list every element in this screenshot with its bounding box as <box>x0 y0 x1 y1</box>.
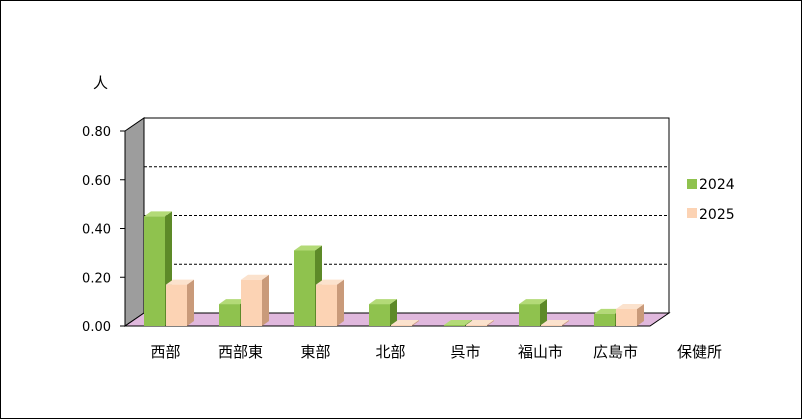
bar-front <box>444 325 465 326</box>
bar-top <box>541 320 569 325</box>
bar-top <box>519 299 547 305</box>
bar-2024-北部 <box>369 299 397 326</box>
bar-2025-呉市 <box>466 320 494 326</box>
side-wall <box>124 117 145 327</box>
y-tick-label: 0.00 <box>82 320 111 335</box>
x-tick-label: 西部東 <box>218 343 263 361</box>
bar-front <box>391 325 412 326</box>
bar-top <box>241 274 269 280</box>
y-tick-labels: 0.00 0.20 0.40 0.60 0.80 <box>82 125 126 335</box>
bar-2024-福山市 <box>519 299 547 326</box>
bar-2025-西部 <box>166 279 194 326</box>
bar-side <box>412 320 419 326</box>
bar-front <box>294 250 315 326</box>
bar-front <box>369 304 390 326</box>
bars <box>144 211 644 326</box>
bar-side <box>337 279 344 326</box>
bar-top <box>616 303 644 309</box>
bar-front <box>616 308 637 326</box>
bar-2025-東部 <box>316 279 344 326</box>
gridlines <box>144 166 669 265</box>
y-tick-label: 0.20 <box>82 271 111 286</box>
x-tick-labels: 西部 西部東 東部 北部 呉市 福山市 広島市 <box>150 343 638 361</box>
bar-top <box>391 320 419 325</box>
y-tick-label: 0.60 <box>82 174 111 189</box>
bar-top <box>444 320 472 325</box>
bar-top <box>466 320 494 325</box>
bar-front <box>241 279 262 326</box>
bar-side <box>390 299 397 326</box>
legend-label-2025: 2025 <box>699 207 735 223</box>
bar-2025-北部 <box>391 320 419 326</box>
bar-side <box>637 303 644 326</box>
x-axis-label: 保健所 <box>677 343 722 361</box>
x-tick-label: 呉市 <box>450 343 480 361</box>
y-tick-label: 0.80 <box>82 125 111 140</box>
legend-swatch-2025 <box>687 208 697 218</box>
legend-swatch-2024 <box>687 179 697 189</box>
bar-2025-西部東 <box>241 274 269 326</box>
bar-2025-広島市 <box>616 303 644 326</box>
bar-top <box>144 211 172 217</box>
bar-front <box>316 284 337 326</box>
bar-top <box>316 279 344 285</box>
bar-front <box>166 284 187 326</box>
bar-side <box>187 279 194 326</box>
bar-top <box>219 299 247 305</box>
x-tick-label: 北部 <box>375 343 405 361</box>
bar-front <box>466 325 487 326</box>
x-tick-label: 東部 <box>300 343 330 361</box>
y-axis-label: 人 <box>93 74 108 92</box>
bar-top <box>166 279 194 285</box>
bar-top <box>294 245 322 251</box>
bar-2025-福山市 <box>541 320 569 326</box>
bar-front <box>541 325 562 326</box>
x-tick-label: 福山市 <box>518 343 563 361</box>
legend-label-2024: 2024 <box>699 177 735 193</box>
bar-side <box>262 274 269 326</box>
bar-front <box>219 304 240 326</box>
bar-side <box>487 320 494 326</box>
bar-front <box>519 304 540 326</box>
bar-top <box>594 308 622 314</box>
x-tick-label: 広島市 <box>593 343 638 361</box>
x-tick-label: 西部 <box>150 343 180 361</box>
y-tick-label: 0.40 <box>82 223 111 238</box>
bar-front <box>144 216 165 326</box>
bar-top <box>369 299 397 305</box>
bar-side <box>562 320 569 326</box>
bar-front <box>594 313 615 326</box>
legend: 2024 2025 <box>687 177 735 223</box>
bar-side <box>540 299 547 326</box>
